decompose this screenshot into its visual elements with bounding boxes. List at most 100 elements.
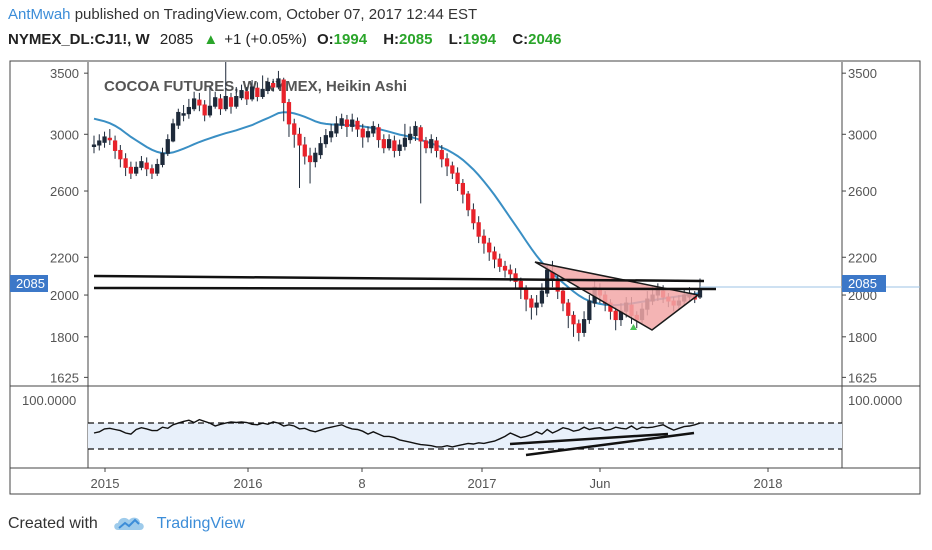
- x-tick-label: 2018: [754, 476, 783, 491]
- candle: [255, 82, 260, 102]
- candle-body-up: [91, 144, 97, 148]
- candle: [444, 153, 450, 177]
- candle: [234, 87, 239, 109]
- open-label: O:: [317, 31, 334, 48]
- candle-body-down: [613, 310, 618, 321]
- candle-body-down: [118, 149, 123, 160]
- candle-body-down: [471, 209, 476, 224]
- candle-body-up: [313, 152, 318, 163]
- rsi-trendline-lower: [525, 431, 695, 457]
- candle: [439, 145, 444, 168]
- y-tick-label-right: 3500: [848, 66, 877, 81]
- candle-body-down: [492, 251, 497, 260]
- candle-body-up: [323, 135, 328, 145]
- candle: [402, 123, 408, 151]
- candle-body-up: [276, 78, 281, 88]
- candle-body-down: [149, 168, 155, 174]
- candle-body-up: [339, 118, 344, 126]
- candle-body-up: [413, 125, 418, 137]
- candle-body-down: [508, 269, 513, 275]
- y-tick-label-right: 2200: [848, 250, 877, 265]
- y-tick-label-left: 2000: [50, 288, 79, 303]
- candle-body-down: [466, 193, 471, 211]
- candle-body-up: [402, 137, 408, 147]
- candle-body-up: [239, 90, 244, 99]
- candle-body-down: [434, 140, 439, 151]
- candle: [497, 253, 502, 272]
- candle: [297, 127, 302, 188]
- candle-body-up: [265, 81, 271, 92]
- candle-body-up: [697, 288, 703, 298]
- candle-body-down: [255, 87, 260, 97]
- candle: [397, 139, 402, 157]
- candle: [271, 78, 276, 92]
- x-tick-label: Jun: [590, 476, 611, 491]
- candle: [534, 295, 539, 316]
- y-tick-label-right: 1625: [848, 370, 877, 385]
- chart-title: COCOA FUTURES, W, NYMEX, Heikin Ashi: [104, 78, 407, 95]
- rsi-band-fill: [88, 423, 842, 449]
- candle: [381, 134, 386, 154]
- candle-body-down: [286, 102, 292, 125]
- candle-body-up: [539, 290, 545, 304]
- author-link[interactable]: AntMwah: [8, 6, 71, 23]
- candle: [286, 98, 292, 137]
- candle: [181, 104, 186, 122]
- candle-body-up: [408, 133, 413, 141]
- candle-body-down: [560, 290, 566, 304]
- candle-body-down: [360, 128, 365, 138]
- candle-body-down: [513, 273, 518, 282]
- tradingview-cloud-icon[interactable]: [112, 514, 146, 534]
- candle: [102, 131, 107, 148]
- candle-body-up: [429, 139, 434, 149]
- rsi-line: [93, 418, 701, 448]
- candle-body-down: [123, 158, 128, 168]
- candle-body-up: [545, 269, 550, 294]
- candle: [265, 77, 271, 95]
- candle-body-down: [281, 79, 286, 104]
- candle: [587, 295, 592, 324]
- candle-body-down: [460, 182, 466, 195]
- candle: [328, 123, 334, 143]
- candle: [323, 129, 328, 148]
- rsi-trendline-upper: [509, 432, 669, 446]
- high-label: H:: [383, 31, 400, 48]
- candle: [213, 91, 218, 109]
- tradingview-brand-link[interactable]: TradingView: [156, 515, 245, 533]
- candle: [165, 134, 170, 157]
- candle-body-down: [112, 140, 118, 151]
- low-label: L:: [448, 31, 463, 48]
- candle: [202, 100, 207, 122]
- candle-body-down: [481, 235, 487, 244]
- candle: [149, 164, 155, 180]
- candle-body-up: [191, 98, 197, 110]
- chart-header: AntMwah published on TradingView.com, Oc…: [0, 0, 932, 60]
- price-badge-label-right: 2085: [848, 276, 877, 291]
- y-tick-label-left: 2200: [50, 250, 79, 265]
- candle-body-up: [181, 113, 186, 116]
- candle-body-up: [534, 302, 539, 308]
- candle-body-down: [107, 137, 112, 141]
- candle: [365, 126, 371, 143]
- candle-body-up: [318, 143, 323, 156]
- candle-body-up: [170, 123, 176, 142]
- candle: [307, 147, 313, 184]
- candle: [386, 134, 392, 151]
- rsi-tick-label-right: 100.0000: [848, 393, 902, 408]
- candle: [281, 77, 286, 122]
- candle-body-down: [497, 258, 502, 267]
- candle: [529, 295, 534, 320]
- y-tick-label-right: 2600: [848, 184, 877, 199]
- candle: [423, 136, 429, 154]
- candle-body-down: [202, 104, 207, 116]
- rsi-pane[interactable]: 100.0000 100.0000: [22, 393, 902, 457]
- symbol-info-line: NYMEX_DL:CJ1!, W 2085 ▲ +1 (+0.05%) O:199…: [8, 31, 574, 48]
- open-value: 1994: [333, 31, 368, 48]
- up-arrow-icon: ▲: [203, 31, 219, 48]
- candle-body-up: [328, 131, 334, 138]
- candle: [144, 157, 149, 177]
- candle-body-up: [176, 111, 181, 126]
- candle-body-up: [160, 152, 165, 165]
